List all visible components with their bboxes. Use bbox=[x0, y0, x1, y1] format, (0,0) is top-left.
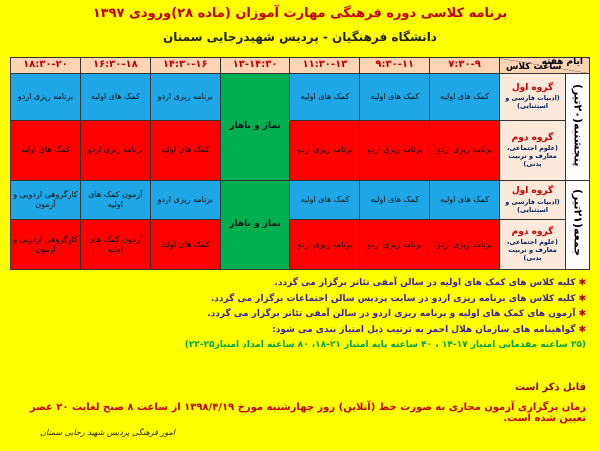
mention: قابل ذکر است bbox=[515, 382, 586, 393]
break-cell: نماز و ناهار bbox=[219, 72, 291, 181]
class-cell: برنامه ریزی اردو bbox=[429, 119, 500, 181]
group-note: (علوم اجتماعی، معارف و تربیت بدنی) bbox=[506, 238, 559, 263]
class-cell: کمک های اولیه bbox=[359, 72, 431, 121]
note-text: کلیه کلاس های برنامه ریزی اردو در سایت پ… bbox=[210, 293, 576, 304]
time-header: ۱۸:۳۰-۲۰ bbox=[10, 57, 81, 74]
time-header: ۱۴:۳۰-۱۶ bbox=[149, 57, 221, 74]
class-cell: برنامه ریزی اردو bbox=[149, 179, 221, 221]
class-cell: کارگروهی اردویی و آزمون bbox=[10, 179, 81, 221]
schedule-table: ساعت کلاس ایام هفته ۷:۳۰-۹ ۹:۳۰-۱۱ ۱۱:۳۰-۱… bbox=[10, 57, 590, 271]
day-label: جمعه(۲۱تیر) bbox=[571, 189, 585, 257]
note-line: ✱کلیه کلاس های برنامه ریزی اردو در سایت … bbox=[11, 292, 586, 308]
schedule-row: گروه دوم (علوم اجتماعی، معارف و تربیت بدن… bbox=[10, 219, 590, 270]
group-cell: گروه اول (ادبیات فارسی و استثنایی) bbox=[499, 179, 566, 221]
class-cell: برنامه ریزی اردو bbox=[289, 119, 361, 181]
time-header: ۱۳-۱۴:۳۰ bbox=[219, 57, 291, 74]
group-note: (ادبیات فارسی و استثنایی) bbox=[505, 197, 560, 214]
title: برنامه کلاسی دوره فرهنگی مهارت آموزان (م… bbox=[92, 6, 508, 21]
break-cell: نماز و ناهار bbox=[219, 179, 291, 271]
group-name: گروه اول bbox=[511, 82, 554, 93]
notes: ✱کلیه کلاس های کمک های اولیه در سالن آمف… bbox=[11, 276, 586, 354]
class-cell: برنامه ریزی اردو bbox=[79, 119, 151, 181]
class-cell: کمک های اولیه bbox=[429, 179, 500, 221]
header-row: ساعت کلاس ایام هفته ۷:۳۰-۹ ۹:۳۰-۱۱ ۱۱:۳۰-۱… bbox=[10, 57, 590, 74]
signature: امور فرهنگی پردیس شهید رجایی سمنان bbox=[40, 428, 176, 437]
note-text: کلیه کلاس های کمک های اولیه در سالن آمفی… bbox=[274, 278, 576, 288]
note-line: ✱گواهینامه های سازمان هلال احمر به ترتیب… bbox=[11, 323, 586, 339]
group-note: (ادبیات فارسی و استثنایی) bbox=[505, 94, 560, 111]
note-line: ✱کلیه کلاس های کمک های اولیه در سالن آمف… bbox=[11, 276, 586, 292]
class-cell: کمک های اولیه bbox=[289, 72, 361, 121]
group-name: گروه اول bbox=[511, 186, 554, 197]
class-cell: برنامه ریزی اردو bbox=[359, 219, 431, 270]
bullet: ✱ bbox=[578, 309, 586, 319]
class-cell: کمک های اولیه bbox=[359, 179, 431, 221]
schedule-row: گروه دوم (علوم اجتماعی، معارف و تربیت بدن… bbox=[10, 119, 590, 181]
group-name: گروه دوم bbox=[511, 226, 554, 237]
bullet: ✱ bbox=[578, 324, 586, 335]
class-cell: برنامه ریزی اردو bbox=[149, 72, 221, 121]
class-cell: برنامه ریزی اردو bbox=[429, 219, 500, 270]
class-cell: برنامه ریزی اردو bbox=[289, 219, 361, 270]
group-cell: گروه دوم (علوم اجتماعی، معارف و تربیت بدن… bbox=[499, 219, 566, 270]
class-cell: کمک های اولیه bbox=[149, 119, 221, 181]
corner-top: ساعت کلاس bbox=[506, 62, 562, 72]
score-range: (۳۵ ساعته مقدماتی امتیاز ۱۷-۱۴ ، ۴۰ ساعت… bbox=[184, 340, 586, 350]
class-cell: برنامه ریزی اردو bbox=[10, 72, 81, 121]
bullet: ✱ bbox=[578, 278, 586, 288]
day-label: پنجشنبه(۲۰تیر) bbox=[571, 83, 585, 166]
class-cell: کارگروهی اردویی و آزمون bbox=[10, 219, 81, 270]
day-cell: پنجشنبه(۲۰تیر) bbox=[565, 72, 590, 181]
class-cell: کمک های اولیه bbox=[289, 179, 361, 221]
corner-bottom: ایام هفته bbox=[541, 57, 583, 68]
group-note: (علوم اجتماعی، معارف و تربیت بدنی) bbox=[506, 143, 559, 169]
group-name: گروه دوم bbox=[511, 132, 554, 143]
time-header: ۹:۳۰-۱۱ bbox=[359, 57, 431, 74]
day-cell: جمعه(۲۱تیر) bbox=[565, 179, 590, 271]
class-cell: آزمون کمک های اولیه bbox=[79, 179, 151, 221]
time-header: ۱۱:۳۰-۱۳ bbox=[289, 57, 361, 74]
time-header: ۱۶:۳۰-۱۸ bbox=[79, 57, 151, 74]
class-cell: برنامه ریزی اردو bbox=[359, 119, 431, 181]
note-text: گواهینامه های سازمان هلال احمر به ترتیب … bbox=[272, 324, 576, 335]
subtitle: دانشگاه فرهنگیان - پردیس شهیدرجایی سمنان bbox=[163, 30, 437, 44]
group-cell: گروه اول (ادبیات فارسی و استثنایی) bbox=[499, 72, 566, 121]
schedule-row: جمعه(۲۱تیر) گروه اول (ادبیات فارسی و استثن… bbox=[10, 179, 590, 271]
note-text: آزمون های کمک های اولیه و برنامه ریزی ار… bbox=[207, 309, 576, 319]
group-cell: گروه دوم (علوم اجتماعی، معارف و تربیت بدن… bbox=[499, 119, 566, 181]
schedule-row: پنجشنبه(۲۰تیر) گروه اول (ادبیات فارسی و اس… bbox=[10, 72, 590, 181]
note-line: ✱آزمون های کمک های اولیه و برنامه ریزی ا… bbox=[11, 307, 586, 323]
class-cell: آزمون کمک های اولیه bbox=[79, 219, 151, 270]
class-cell: کمک های اولیه bbox=[429, 72, 500, 121]
class-cell: کمک های اولیه bbox=[149, 219, 221, 270]
time-header: ۷:۳۰-۹ bbox=[429, 57, 500, 74]
class-cell: کمک های اولیه bbox=[79, 72, 151, 121]
class-cell: کمک های اولیه bbox=[10, 119, 81, 181]
exam-note: زمان برگزاری آزمون مجازی به صورت خط (آنل… bbox=[29, 402, 586, 424]
corner-cell: ساعت کلاس ایام هفته bbox=[499, 57, 590, 74]
bullet: ✱ bbox=[578, 293, 586, 304]
